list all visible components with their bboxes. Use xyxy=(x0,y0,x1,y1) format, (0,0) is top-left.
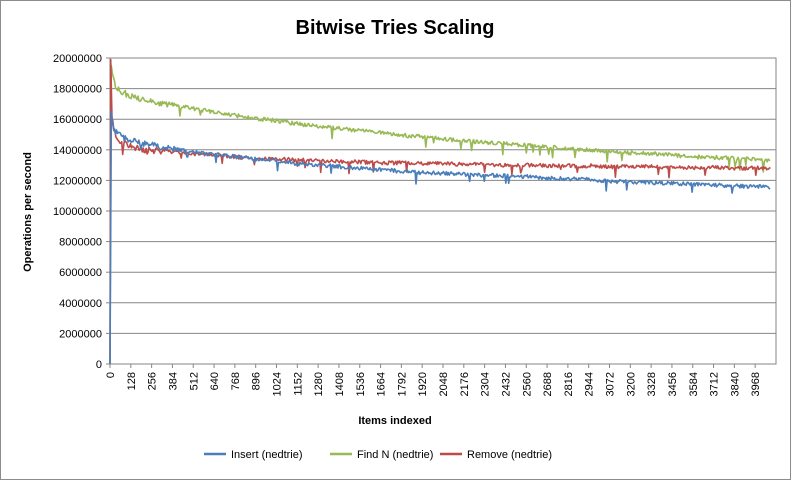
x-tick-label: 3968 xyxy=(750,372,762,396)
y-tick-label: 2000000 xyxy=(59,328,102,340)
y-axis-title: Operations per second xyxy=(22,152,34,272)
x-tick-label: 1920 xyxy=(417,372,429,396)
x-tick-label: 768 xyxy=(230,372,242,390)
y-tick-label: 12000000 xyxy=(53,175,102,187)
chart-title: Bitwise Tries Scaling xyxy=(296,17,495,39)
x-tick-label: 896 xyxy=(251,372,263,390)
series-line-2 xyxy=(109,58,771,365)
x-tick-label: 1792 xyxy=(396,372,408,396)
x-tick-label: 2816 xyxy=(563,372,575,396)
x-tick-label: 2688 xyxy=(542,372,554,396)
x-tick-label: 3072 xyxy=(605,372,617,396)
y-tick-label: 18000000 xyxy=(53,84,102,96)
legend-label: Find N (nedtrie) xyxy=(357,449,433,461)
x-tick-label: 2560 xyxy=(521,372,533,396)
x-tick-label: 2304 xyxy=(480,372,492,396)
y-tick-label: 4000000 xyxy=(59,298,102,310)
legend-label: Insert (nedtrie) xyxy=(231,449,303,461)
x-tick-label: 3584 xyxy=(688,372,700,396)
x-tick-label: 128 xyxy=(126,372,138,390)
legend-label: Remove (nedtrie) xyxy=(467,449,552,461)
series-line-0 xyxy=(109,110,771,365)
x-tick-label: 1280 xyxy=(313,372,325,396)
x-tick-label: 256 xyxy=(147,372,159,390)
x-axis-ticks: 0 128 256 384 512 640 768 896 1024 1152 1280 1408 15… xyxy=(105,364,762,396)
y-tick-label: 8000000 xyxy=(59,237,102,249)
legend: Insert (nedtrie) Find N (nedtrie) Remove (… xyxy=(204,449,552,461)
x-tick-label: 3840 xyxy=(729,372,741,396)
x-tick-label: 1664 xyxy=(376,372,388,396)
x-tick-label: 1024 xyxy=(272,372,284,396)
series-layer xyxy=(109,58,771,365)
y-axis-ticks: 0 2000000 4000000 6000000 8000000 10000000 120… xyxy=(53,53,110,371)
x-tick-label: 3712 xyxy=(709,372,721,396)
x-tick-label: 1536 xyxy=(355,372,367,396)
y-tick-label: 6000000 xyxy=(59,267,102,279)
series-line-1 xyxy=(109,64,771,365)
x-tick-label: 384 xyxy=(167,372,179,390)
y-tick-label: 10000000 xyxy=(53,206,102,218)
x-tick-label: 3200 xyxy=(625,372,637,396)
x-tick-label: 1152 xyxy=(292,372,304,396)
x-tick-label: 1408 xyxy=(334,372,346,396)
horizontal-gridlines xyxy=(110,57,776,365)
x-tick-label: 640 xyxy=(209,372,221,390)
y-tick-label: 14000000 xyxy=(53,145,102,157)
y-tick-label: 20000000 xyxy=(53,53,102,65)
y-tick-label: 0 xyxy=(96,359,102,371)
x-tick-label: 2432 xyxy=(500,372,512,396)
x-tick-label: 2176 xyxy=(459,372,471,396)
x-tick-label: 0 xyxy=(105,372,117,378)
y-tick-label: 16000000 xyxy=(53,114,102,126)
x-tick-label: 3456 xyxy=(667,372,679,396)
x-tick-label: 2048 xyxy=(438,372,450,396)
x-tick-label: 3328 xyxy=(646,372,658,396)
x-tick-label: 512 xyxy=(188,372,200,390)
x-tick-label: 2944 xyxy=(584,372,596,396)
x-axis-title: Items indexed xyxy=(358,415,431,427)
